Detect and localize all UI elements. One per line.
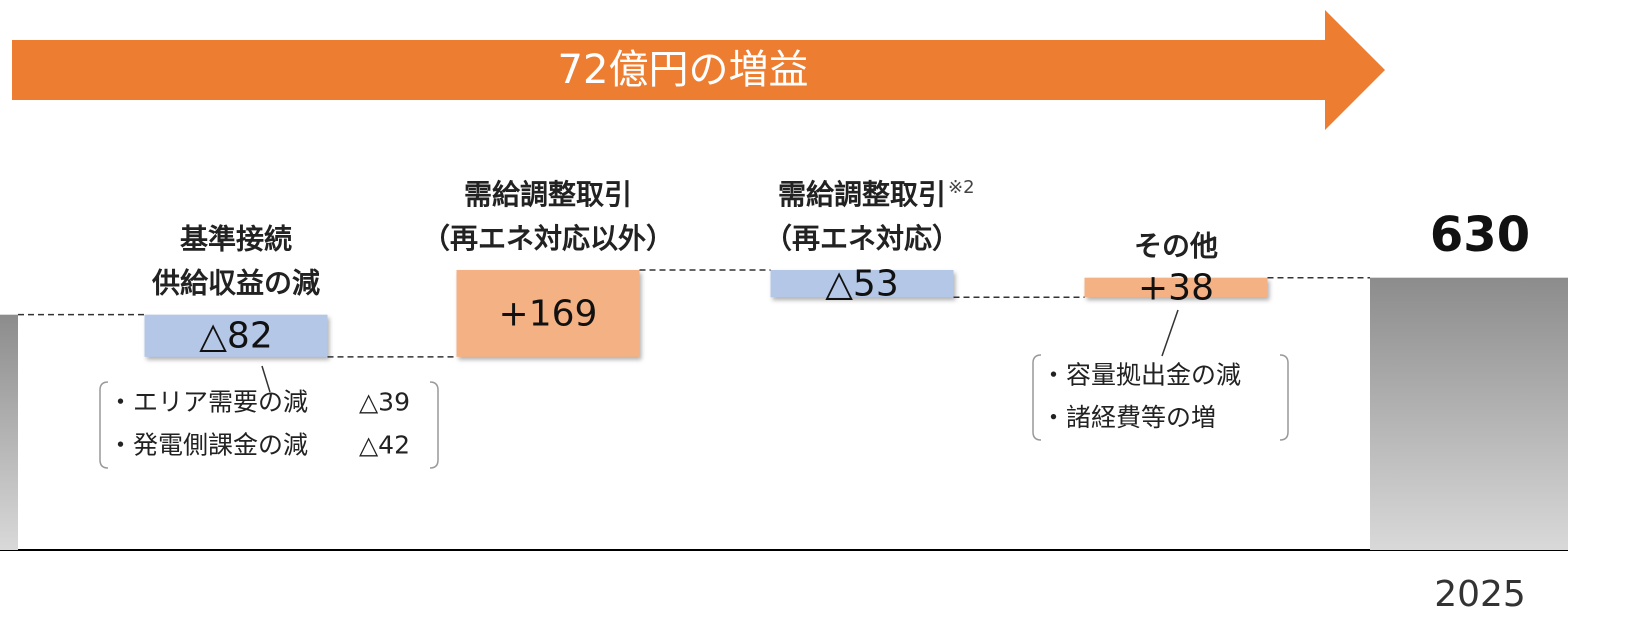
breakdown-label: ・諸経費等の増 [1041, 403, 1216, 432]
value-label: △53 [825, 264, 899, 305]
start-bar [0, 314, 18, 550]
category-note: ※2 [948, 177, 975, 198]
category-label: 基準接続 [180, 223, 292, 256]
value-label: +38 [1138, 267, 1214, 308]
category-label: 供給収益の減 [151, 267, 320, 300]
chart-title: 72億円の増益 [558, 47, 809, 93]
value-label: △82 [199, 316, 273, 357]
value-label: +169 [499, 293, 598, 334]
pointer [1161, 309, 1179, 357]
pointer [261, 365, 271, 393]
breakdown-label: ・容量拠出金の減 [1041, 360, 1241, 389]
category-label: その他 [1134, 230, 1218, 263]
total-label: 630 [1430, 207, 1530, 263]
bracket [1032, 354, 1042, 441]
bar [144, 314, 328, 357]
category-label: 需給調整取引 [464, 178, 632, 211]
total-bar [1370, 277, 1568, 550]
bracket [1279, 354, 1289, 441]
category-label: 需給調整取引 [778, 178, 946, 211]
category-label: （再エネ対応以外） [422, 222, 674, 255]
breakdown-label: ・発電側課金の減 [108, 431, 308, 460]
arrow [12, 10, 1385, 130]
breakdown-value: △39 [359, 388, 410, 417]
bracket [99, 381, 109, 469]
category-label: （再エネ対応） [764, 222, 960, 255]
breakdown-value: △42 [359, 431, 410, 460]
bar [456, 269, 640, 357]
bracket [429, 381, 439, 469]
x-tick-label: 2025 [1434, 574, 1526, 615]
breakdown-label: ・エリア需要の減 [108, 388, 308, 417]
bar [1084, 277, 1268, 298]
bar [770, 269, 954, 298]
